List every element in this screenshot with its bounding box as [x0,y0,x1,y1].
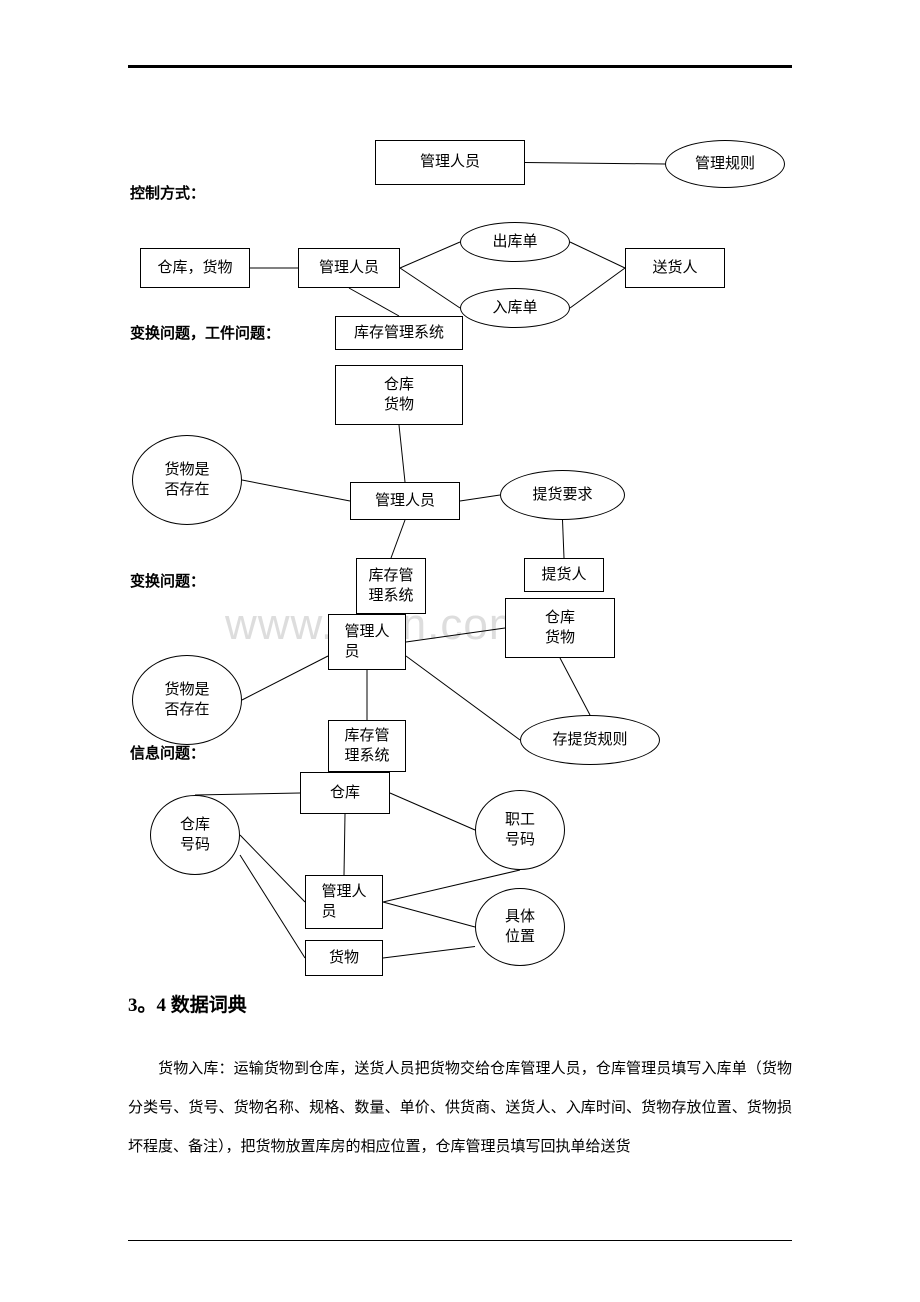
node-n_ims_2: 库存管 理系统 [356,558,426,614]
top-rule [128,65,792,68]
node-n_outbound: 出库单 [460,222,570,262]
node-n_loc: 具体 位置 [475,888,565,966]
label-info: 信息问题： [130,742,205,763]
node-n_ims_1: 库存管理系统 [335,316,463,350]
node-n_rule: 管理规则 [665,140,785,188]
node-n_mgr_2: 管理人员 [298,248,400,288]
node-n_picker: 提货人 [524,558,604,592]
section-heading: 3。4 数据词典 [128,990,247,1017]
node-n_wh_goods_2: 仓库 货物 [335,365,463,425]
label-transform: 变换问题： [130,570,205,591]
node-n_mgr_4: 管理人 员 [328,614,406,670]
node-n_ims_3: 库存管 理系统 [328,720,406,772]
node-n_mgr_5: 管理人 员 [305,875,383,929]
node-n_pick_rule: 存提货规则 [520,715,660,765]
node-n_exist_2: 货物是 否存在 [132,655,242,745]
node-n_wh_goods_3: 仓库 货物 [505,598,615,658]
body-paragraph: 货物入库：运输货物到仓库，送货人员把货物交给仓库管理人员，仓库管理员填写入库单（… [128,1050,792,1167]
node-n_mgr_top: 管理人员 [375,140,525,185]
node-n_wh_no: 仓库 号码 [150,795,240,875]
node-n_sender: 送货人 [625,248,725,288]
node-n_goods_b: 货物 [305,940,383,976]
node-n_mgr_3: 管理人员 [350,482,460,520]
paragraph-text: 货物入库：运输货物到仓库，送货人员把货物交给仓库管理人员，仓库管理员填写入库单（… [128,1061,792,1155]
node-n_wh: 仓库 [300,772,390,814]
node-n_inbound: 入库单 [460,288,570,328]
node-n_pick_req: 提货要求 [500,470,625,520]
label-transform-work: 变换问题，工件问题： [130,322,280,343]
label-control: 控制方式： [130,182,205,203]
page: www.zixin.com.cn 控制方式： 变换问题，工件问题： 变换问题： … [0,0,920,1302]
bottom-rule [128,1240,792,1241]
node-n_emp_no: 职工 号码 [475,790,565,870]
node-n_warehouse_goods: 仓库，货物 [140,248,250,288]
node-n_exist_1: 货物是 否存在 [132,435,242,525]
